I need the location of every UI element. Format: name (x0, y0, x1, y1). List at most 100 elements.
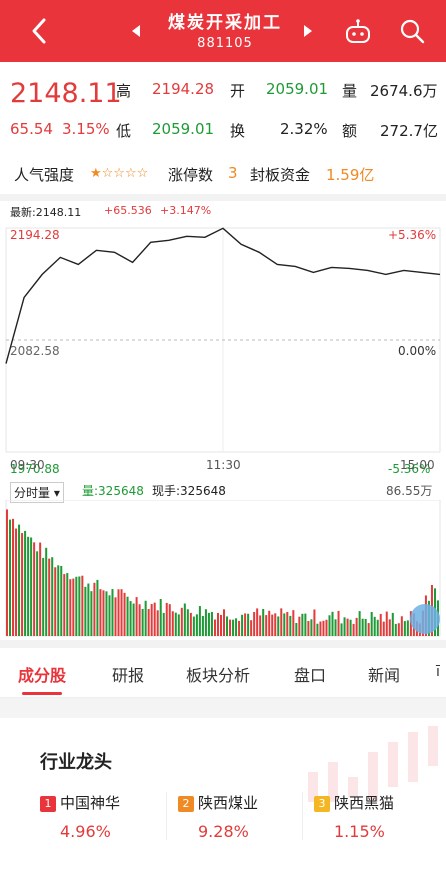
volume-bar (183, 603, 186, 636)
volume-bar (135, 597, 138, 636)
active-tab-indicator (22, 692, 62, 695)
page-title: 煤炭开采加工 (168, 13, 282, 33)
intraday-price-chart[interactable] (0, 218, 446, 458)
volume-bar (180, 607, 183, 636)
popularity-label: 人气强度 (14, 166, 75, 184)
divider (166, 792, 167, 840)
tab-sector-analysis[interactable]: 板块分析 (186, 666, 251, 685)
tab-order-book[interactable]: 盘口 (294, 666, 327, 685)
latest-change: +65.536 (104, 204, 152, 217)
volume-bar (78, 576, 81, 636)
volume-bar (45, 547, 48, 636)
y-mid-label: 2082.58 (10, 344, 60, 358)
volume-bar (105, 591, 108, 636)
search-icon[interactable] (398, 17, 426, 45)
volume-bar (36, 551, 39, 636)
volume-bar (295, 622, 298, 636)
volume-bar (57, 565, 60, 636)
volume-bar (21, 533, 24, 636)
industry-leaders-card: 行业龙头 1 中国神华 4.96% 2 陕西煤业 9.28% 3 陕西黑猫 1.15% (16, 718, 446, 872)
floating-assistant-icon[interactable] (410, 604, 440, 634)
pct-top-label: +5.36% (388, 228, 437, 242)
leader-pct: 1.15% (334, 822, 385, 841)
candlestick-decoration-icon (308, 726, 438, 802)
volume-bar (376, 619, 379, 636)
rank-badge: 1 (40, 796, 56, 812)
volume-bar (400, 616, 403, 636)
open-value: 2059.01 (266, 80, 329, 98)
leader-pct: 4.96% (60, 822, 111, 841)
rank-badge: 3 (314, 796, 330, 812)
seal-value: 1.59亿 (326, 166, 375, 184)
divider (0, 640, 446, 648)
volume-bar (192, 616, 195, 636)
volume-value-label: 量:325648 (82, 484, 144, 498)
volume-bar (171, 611, 174, 636)
volume-bar (355, 617, 358, 636)
volume-header: 分时量 ▾ 量:325648 现手:325648 86.55万 (0, 476, 446, 503)
star-rating: ★☆☆☆☆ (90, 166, 149, 181)
volume-bar (18, 524, 21, 636)
volume-bar (165, 602, 168, 636)
back-icon[interactable] (26, 16, 54, 46)
volume-bar (168, 604, 171, 636)
volume-bar (334, 619, 337, 636)
volume-bar (238, 620, 241, 636)
volume-bar (388, 619, 391, 636)
volume-bar (189, 612, 192, 636)
high-value: 2194.28 (152, 80, 215, 98)
volume-bar (343, 617, 346, 636)
volume-bar (153, 602, 156, 636)
volume-chart[interactable] (0, 500, 446, 638)
volume-bar (99, 589, 102, 636)
y-bottom-label: 1970.88 (10, 462, 60, 476)
tab-constituents[interactable]: 成分股 (18, 666, 67, 685)
index-code: 881105 (197, 36, 253, 51)
robot-icon[interactable] (344, 18, 372, 46)
volume-bar (24, 530, 27, 636)
leader-item-3[interactable]: 3 陕西黑猫 (314, 792, 394, 813)
volume-bar (253, 612, 256, 636)
volume-bar (280, 608, 283, 636)
volume-bar (328, 615, 331, 636)
volume-bar (316, 623, 319, 636)
volume-bar (132, 603, 135, 636)
volume-bar (207, 612, 210, 636)
volume-bar (159, 598, 162, 636)
volume-bar (268, 610, 271, 636)
limitup-label: 涨停数 (168, 166, 214, 184)
volume-bar (150, 604, 153, 636)
volume-bar (304, 613, 307, 636)
leader-item-2[interactable]: 2 陕西煤业 (178, 792, 258, 813)
tab-more-indicator[interactable]: ī (436, 664, 440, 680)
volume-bar (51, 557, 54, 636)
tab-research[interactable]: 研报 (112, 666, 145, 685)
volume-bar (259, 615, 262, 636)
volume-bar (382, 621, 385, 636)
time-end-label: 15:00 (400, 458, 435, 472)
volume-bar (162, 612, 165, 636)
title-block: 煤炭开采加工 881105 (130, 8, 320, 51)
turnover-value: 2.32% (280, 120, 328, 138)
volume-bar (349, 619, 352, 636)
next-arrow-icon[interactable] (304, 25, 312, 37)
volume-bar (15, 528, 18, 636)
leader-item-1[interactable]: 1 中国神华 (40, 792, 120, 813)
volume-bar (298, 616, 301, 636)
pct-mid-label: 0.00% (398, 344, 437, 358)
volume-bar (129, 601, 132, 636)
volume-bar (250, 620, 253, 636)
volume-bar (367, 623, 370, 636)
prev-arrow-icon[interactable] (132, 25, 140, 37)
volume-bar (247, 613, 250, 636)
volume-bar (33, 542, 36, 636)
volume-bar (201, 615, 204, 636)
volume-indicator-dropdown[interactable]: 分时量 ▾ (10, 482, 64, 503)
change-pct: 3.15% (62, 120, 110, 138)
volume-bar (370, 611, 373, 636)
volume-bar (358, 611, 361, 636)
tab-bar: 成分股 研报 板块分析 盘口 新闻 ī (0, 648, 446, 698)
tab-news[interactable]: 新闻 (368, 666, 401, 685)
volume-bar (66, 573, 69, 636)
volume-bar (241, 614, 244, 636)
